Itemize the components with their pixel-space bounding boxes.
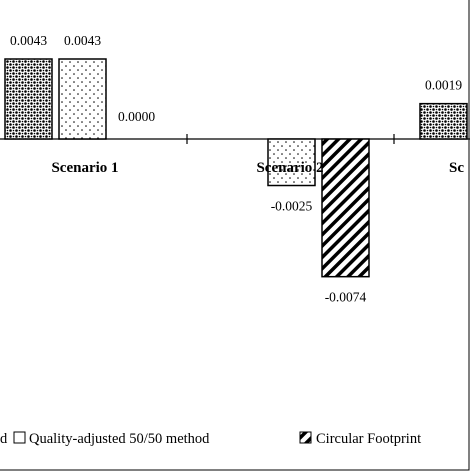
data-label: -0.0074 <box>325 290 367 305</box>
bars-group <box>4 58 468 278</box>
legend: d Quality-adjusted 50/50 method Circular… <box>0 431 421 447</box>
bar <box>4 58 53 140</box>
x-axis-ticks <box>186 134 395 144</box>
data-label: -0.0025 <box>271 199 313 214</box>
data-label: 0.0043 <box>64 33 101 48</box>
data-label: 0.0019 <box>425 78 462 93</box>
value-labels-group: 0.0043 0.0019 0.0043 -0.0025 0.0000 -0.0074 <box>10 33 462 305</box>
legend-swatch-series-3 <box>299 431 312 444</box>
data-label: 0.0043 <box>10 33 47 48</box>
legend-swatch-series-2 <box>13 431 26 444</box>
bar <box>419 102 468 140</box>
bar <box>267 138 316 187</box>
legend-label-series-2: Quality-adjusted 50/50 method <box>29 431 210 447</box>
legend-label-series-3: Circular Footprint <box>316 431 421 447</box>
legend-label-series-1: d <box>0 431 8 447</box>
category-label: Scenario 1 <box>51 160 118 176</box>
bar <box>58 58 107 140</box>
category-label: Scenario 2 <box>256 160 323 176</box>
data-label: 0.0000 <box>118 109 155 124</box>
category-labels-group: Scenario 1 Scenario 2 Sc <box>51 160 464 176</box>
bar <box>321 138 370 278</box>
category-label: Sc <box>449 160 464 176</box>
